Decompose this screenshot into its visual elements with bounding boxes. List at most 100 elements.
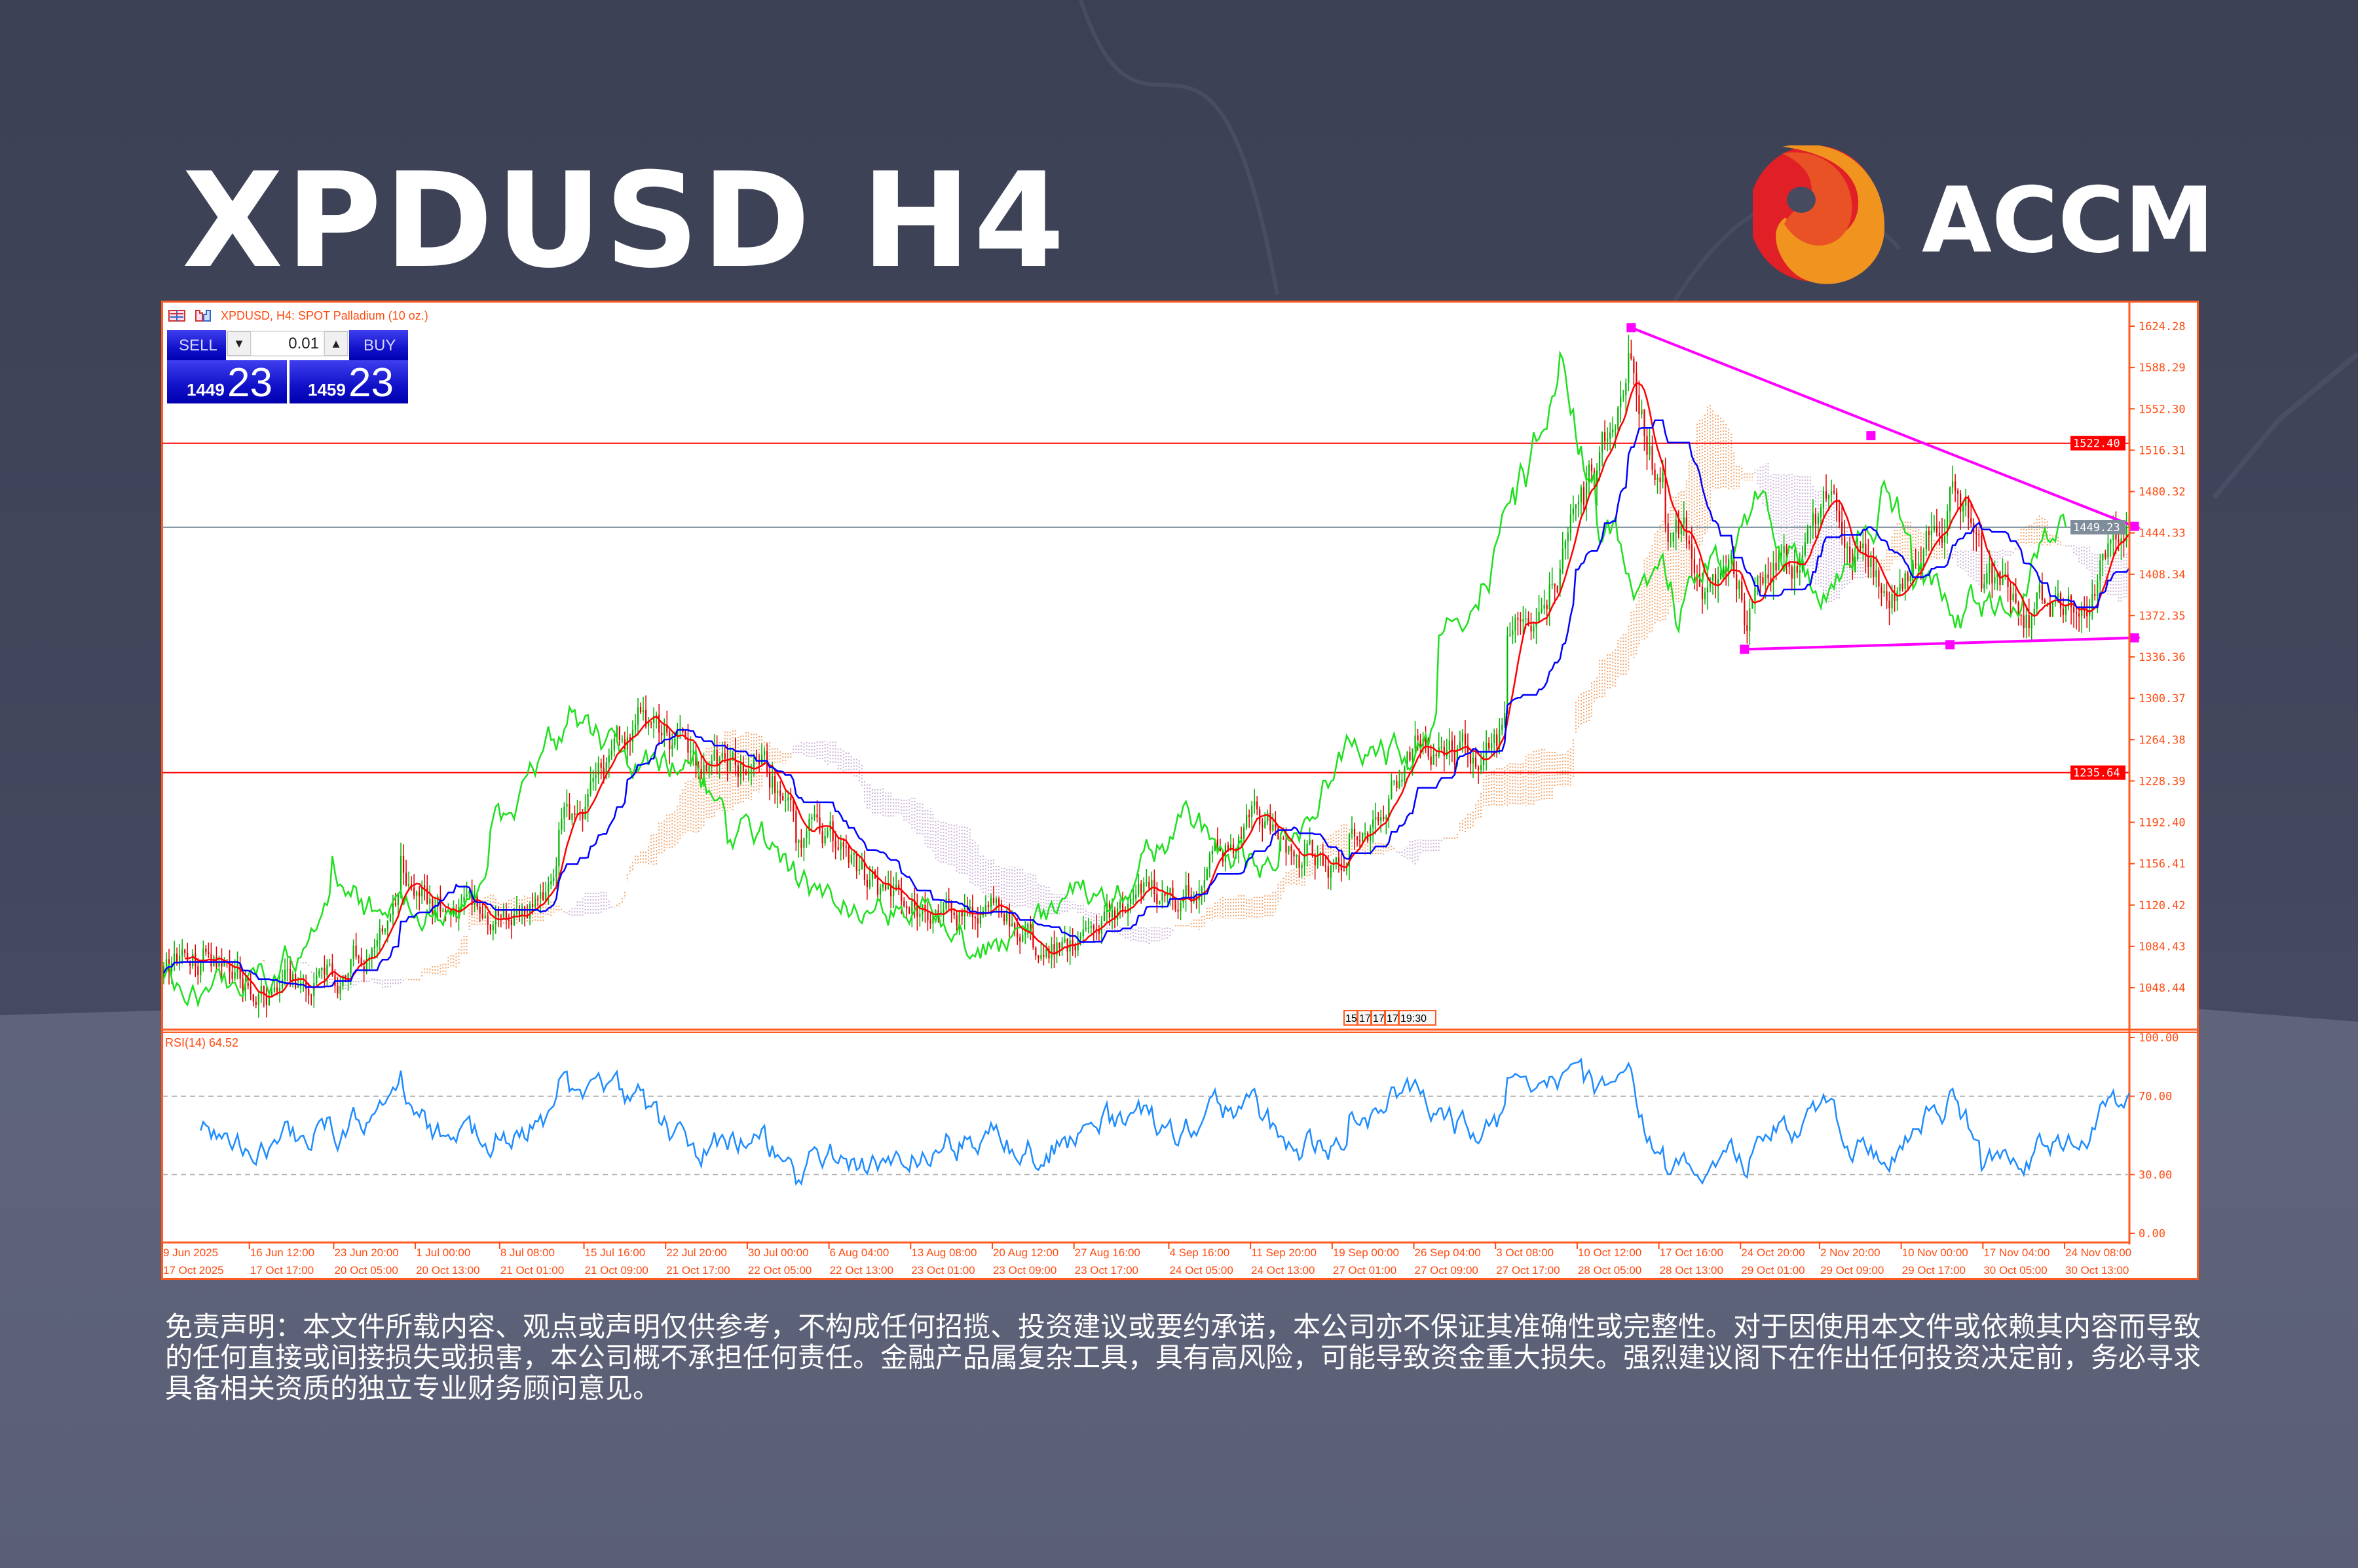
candle-body bbox=[350, 959, 352, 974]
lot-size-stepper[interactable]: ▼ 0.01 ▲ bbox=[227, 331, 350, 356]
candle-body bbox=[271, 992, 273, 996]
candle-body bbox=[1032, 931, 1034, 948]
candle-body bbox=[1003, 914, 1005, 922]
candle-body bbox=[671, 745, 673, 749]
candle-body bbox=[1243, 827, 1245, 839]
sell-price-box[interactable]: 1449 23 bbox=[167, 360, 287, 403]
candle-body bbox=[255, 1001, 257, 1005]
time-tick-label: 24 Oct 20:00 bbox=[1741, 1246, 1805, 1259]
candle-body bbox=[1956, 491, 1959, 494]
candle-body bbox=[1051, 944, 1053, 959]
candle-body bbox=[1757, 576, 1759, 588]
candle-body bbox=[1146, 882, 1148, 884]
candle-body bbox=[1567, 533, 1569, 542]
candle-body bbox=[1875, 570, 1877, 578]
candle-body bbox=[2094, 594, 2096, 596]
candle-body bbox=[1604, 432, 1606, 441]
candle-body bbox=[908, 908, 910, 914]
candle-body bbox=[1588, 464, 1590, 483]
candle-body bbox=[587, 793, 589, 807]
candle-body bbox=[1135, 894, 1137, 899]
candle-body bbox=[1670, 541, 1672, 543]
time-marker-label: 19:30 bbox=[1400, 1013, 1427, 1024]
candle-body bbox=[618, 726, 620, 740]
candle-body bbox=[1564, 541, 1566, 549]
candle-body bbox=[597, 762, 599, 775]
candle-body bbox=[940, 912, 942, 914]
candle-body bbox=[2012, 593, 2014, 600]
lot-decrease-icon[interactable]: ▼ bbox=[227, 331, 251, 356]
chart-icon[interactable] bbox=[195, 309, 212, 322]
candle-body bbox=[935, 910, 937, 914]
candle-body bbox=[866, 880, 869, 887]
time-tick-label-secondary: 21 Oct 01:00 bbox=[500, 1264, 564, 1277]
chart-window[interactable] bbox=[161, 301, 2199, 1280]
candle-body bbox=[1082, 929, 1084, 937]
accm-logo: ACCM bbox=[1753, 145, 2211, 284]
candle-body bbox=[1888, 601, 1890, 608]
candle-body bbox=[1817, 516, 1820, 524]
candle-body bbox=[719, 757, 720, 765]
candle-body bbox=[760, 755, 763, 765]
candle-body bbox=[1203, 880, 1205, 888]
candle-body bbox=[1656, 477, 1658, 480]
candle-body bbox=[1936, 526, 1938, 533]
candle-body bbox=[1161, 893, 1163, 901]
candle-body bbox=[2078, 613, 2080, 617]
buy-price-box[interactable]: 1459 23 bbox=[290, 360, 408, 403]
candle-body bbox=[1638, 395, 1640, 415]
candle-body bbox=[1907, 573, 1909, 582]
candle-body bbox=[1130, 899, 1132, 905]
candle-body bbox=[974, 916, 976, 918]
candle-body bbox=[977, 918, 979, 924]
candle-body bbox=[386, 921, 389, 930]
candle-body bbox=[1867, 556, 1869, 567]
candle-body bbox=[1335, 857, 1337, 865]
candle-body bbox=[1282, 838, 1284, 840]
candle-body bbox=[1480, 765, 1482, 770]
time-tick-label-secondary: 22 Oct 05:00 bbox=[748, 1264, 812, 1277]
candle-body bbox=[1662, 472, 1664, 482]
candle-body bbox=[1620, 396, 1622, 407]
candle-body bbox=[289, 969, 291, 982]
table-icon[interactable] bbox=[168, 309, 185, 322]
candle-body bbox=[1174, 900, 1176, 910]
candle-body bbox=[1314, 856, 1316, 866]
candle-body bbox=[521, 907, 523, 916]
candle-body bbox=[1267, 812, 1269, 822]
lot-size-input[interactable]: 0.01 bbox=[252, 332, 323, 355]
candle-body bbox=[2044, 600, 2046, 604]
candle-body bbox=[742, 762, 744, 772]
candle-body bbox=[1770, 578, 1772, 583]
candle-body bbox=[1590, 464, 1593, 472]
lot-increase-icon[interactable]: ▲ bbox=[324, 331, 348, 356]
candle-body bbox=[2015, 593, 2017, 603]
price-label-box bbox=[2070, 436, 2125, 451]
candle-body bbox=[286, 969, 289, 971]
buy-button[interactable]: BUY bbox=[349, 330, 408, 362]
candle-body bbox=[1527, 618, 1529, 625]
candle-body bbox=[1968, 496, 1970, 518]
candle-body bbox=[642, 710, 645, 713]
candle-body bbox=[1548, 584, 1550, 610]
candle-body bbox=[1164, 893, 1166, 897]
candle-body bbox=[956, 915, 958, 925]
candle-body bbox=[1011, 923, 1013, 927]
candle-body bbox=[1474, 757, 1477, 768]
time-tick-label-secondary: 29 Oct 17:00 bbox=[1902, 1264, 1966, 1277]
candle-body bbox=[1535, 622, 1537, 627]
candle-body bbox=[1380, 817, 1382, 821]
candle-body bbox=[2131, 515, 2132, 516]
candle-body bbox=[1844, 536, 1846, 548]
candle-body bbox=[1981, 535, 1983, 589]
sell-button[interactable]: SELL bbox=[167, 330, 226, 362]
candle-body bbox=[674, 738, 676, 745]
candle-body bbox=[566, 804, 568, 807]
candle-body bbox=[1043, 955, 1045, 957]
candle-body bbox=[1706, 587, 1709, 593]
candle-body bbox=[692, 750, 694, 752]
candle-body bbox=[700, 768, 702, 779]
candle-body bbox=[953, 912, 955, 916]
candle-body bbox=[1370, 827, 1372, 841]
